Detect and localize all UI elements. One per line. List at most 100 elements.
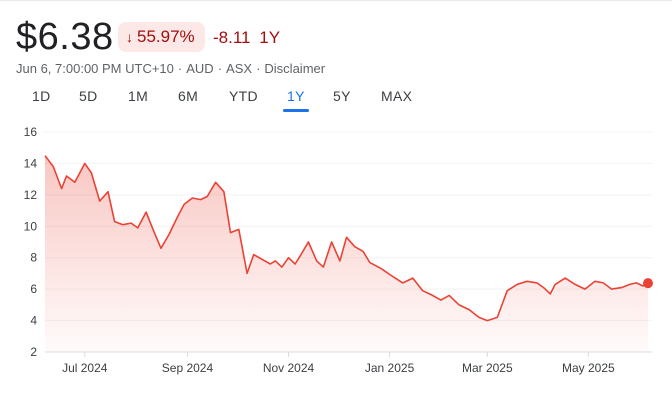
y-tick-label: 2 — [30, 345, 37, 359]
data-point — [130, 222, 132, 224]
price-chart[interactable]: 16 14 12 10 8 6 4 2 Jul 2024 Sep 2024 Nov 2024 Jan… — [0, 120, 672, 400]
data-point — [542, 286, 544, 288]
data-point — [549, 293, 551, 295]
data-point — [610, 288, 612, 290]
y-tick-label: 10 — [24, 219, 38, 233]
data-point — [153, 231, 155, 233]
data-point — [90, 172, 92, 174]
y-tick-label: 14 — [24, 156, 38, 170]
data-point — [602, 282, 604, 284]
data-point — [322, 266, 324, 268]
data-point — [486, 319, 488, 321]
change-period: 1Y — [259, 28, 281, 47]
data-point — [200, 198, 202, 200]
x-tick-label: Nov 2024 — [263, 361, 315, 375]
meta-separator: · — [217, 61, 223, 76]
data-point — [496, 316, 498, 318]
data-point — [74, 181, 76, 183]
data-point — [253, 253, 255, 255]
change-absolute-value: -8.11 — [213, 28, 251, 47]
data-point — [594, 280, 596, 282]
data-point — [402, 282, 404, 284]
data-point — [458, 304, 460, 306]
y-tick-label: 6 — [30, 282, 37, 296]
data-point — [269, 263, 271, 265]
quote-currency: AUD — [186, 61, 214, 76]
data-point — [354, 246, 356, 248]
tab-ytd[interactable]: YTD — [229, 88, 258, 104]
data-point — [113, 220, 115, 222]
data-point — [368, 261, 370, 263]
data-point — [536, 282, 538, 284]
data-point — [44, 154, 46, 156]
data-point — [392, 275, 394, 277]
data-point — [191, 197, 193, 199]
data-point — [412, 277, 414, 279]
data-point — [440, 299, 442, 301]
quote-meta: Jun 6, 7:00:00 PM UTC+10 · AUD · ASX · D… — [16, 61, 325, 76]
data-point — [526, 280, 528, 282]
data-point — [345, 236, 347, 238]
tab-max[interactable]: MAX — [381, 88, 413, 104]
data-point — [294, 263, 296, 265]
data-point — [620, 286, 622, 288]
data-point — [516, 283, 518, 285]
price-line — [44, 155, 649, 322]
data-point — [214, 181, 216, 183]
data-point — [635, 282, 637, 284]
data-point — [315, 260, 317, 262]
data-point — [274, 260, 276, 262]
data-point — [307, 241, 309, 243]
data-point — [98, 200, 100, 202]
data-point — [238, 228, 240, 230]
x-tick-label: Jan 2025 — [365, 361, 415, 375]
data-point — [584, 288, 586, 290]
data-point — [380, 268, 382, 270]
x-axis-ticks: Jul 2024 Sep 2024 Nov 2024 Jan 2025 Mar 2025… — [62, 352, 615, 375]
data-point — [330, 241, 332, 243]
range-tabs: 1D 5D 1M 6M YTD 1Y 5Y MAX — [0, 84, 672, 114]
x-tick-label: Sep 2024 — [162, 361, 214, 375]
data-point — [564, 277, 566, 279]
data-point — [431, 294, 433, 296]
top-divider — [0, 0, 672, 1]
tab-1d[interactable]: 1D — [32, 88, 51, 104]
data-point — [506, 290, 508, 292]
x-tick-label: Mar 2025 — [462, 361, 513, 375]
data-point — [422, 290, 424, 292]
disclaimer-link[interactable]: Disclaimer — [264, 61, 326, 76]
change-percent: 55.97% — [137, 27, 195, 46]
y-tick-label: 4 — [30, 314, 37, 328]
change-percent-badge: ↓ 55.97% — [118, 22, 205, 52]
data-point — [168, 233, 170, 235]
data-point — [554, 283, 556, 285]
data-point — [223, 191, 225, 193]
tab-5d[interactable]: 5D — [79, 88, 98, 104]
data-point — [281, 266, 283, 268]
data-point — [574, 283, 576, 285]
data-point — [84, 162, 86, 164]
tab-6m[interactable]: 6M — [178, 88, 199, 104]
data-point — [145, 211, 147, 213]
y-tick-label: 16 — [24, 125, 38, 139]
data-point — [183, 203, 185, 205]
tab-1m[interactable]: 1M — [128, 88, 149, 104]
data-point — [206, 195, 208, 197]
y-tick-label: 8 — [30, 251, 37, 265]
x-tick-label: May 2025 — [562, 361, 615, 375]
data-point — [65, 175, 67, 177]
tab-5y[interactable]: 5Y — [333, 88, 351, 104]
quote-timestamp: Jun 6, 7:00:00 PM UTC+10 — [16, 61, 174, 76]
change-absolute: -8.11 1Y — [213, 28, 280, 48]
data-point — [160, 247, 162, 249]
quote-exchange: ASX — [226, 61, 253, 76]
data-point — [52, 165, 54, 167]
data-point — [107, 191, 109, 193]
data-point — [246, 272, 248, 274]
data-point — [122, 224, 124, 226]
tab-1y[interactable]: 1Y — [283, 84, 309, 112]
data-point — [468, 308, 470, 310]
data-point — [287, 257, 289, 259]
data-point — [229, 231, 231, 233]
data-point — [339, 260, 341, 262]
